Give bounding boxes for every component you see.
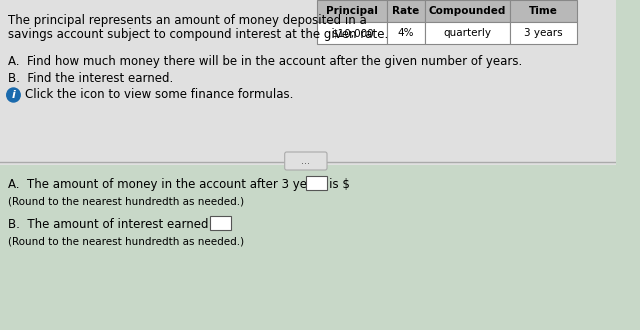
Text: A.  Find how much money there will be in the account after the given number of y: A. Find how much money there will be in … xyxy=(8,55,522,68)
FancyBboxPatch shape xyxy=(210,216,231,230)
FancyBboxPatch shape xyxy=(306,176,327,190)
FancyBboxPatch shape xyxy=(387,0,425,22)
FancyBboxPatch shape xyxy=(509,0,577,22)
FancyBboxPatch shape xyxy=(425,0,509,22)
Text: (Round to the nearest hundredth as needed.): (Round to the nearest hundredth as neede… xyxy=(8,197,244,207)
Text: Time: Time xyxy=(529,6,558,16)
Text: Principal: Principal xyxy=(326,6,378,16)
FancyBboxPatch shape xyxy=(285,152,327,170)
Text: The principal represents an amount of money deposited in a: The principal represents an amount of mo… xyxy=(8,14,367,27)
FancyBboxPatch shape xyxy=(0,0,616,165)
FancyBboxPatch shape xyxy=(509,22,577,44)
Text: Rate: Rate xyxy=(392,6,419,16)
Text: (Round to the nearest hundredth as needed.): (Round to the nearest hundredth as neede… xyxy=(8,236,244,246)
Text: savings account subject to compound interest at the given rate.: savings account subject to compound inte… xyxy=(8,28,388,41)
FancyBboxPatch shape xyxy=(387,22,425,44)
Text: B.  The amount of interest earned is $: B. The amount of interest earned is $ xyxy=(8,218,233,231)
Text: i: i xyxy=(12,90,15,100)
Text: ...: ... xyxy=(301,156,310,166)
Text: Click the icon to view some finance formulas.: Click the icon to view some finance form… xyxy=(25,88,293,102)
Text: B.  Find the interest earned.: B. Find the interest earned. xyxy=(8,72,173,85)
FancyBboxPatch shape xyxy=(0,165,616,330)
Text: 4%: 4% xyxy=(397,28,414,38)
FancyBboxPatch shape xyxy=(317,22,387,44)
Text: Compounded: Compounded xyxy=(429,6,506,16)
Text: quarterly: quarterly xyxy=(444,28,492,38)
FancyBboxPatch shape xyxy=(317,0,387,22)
Text: 3 years: 3 years xyxy=(524,28,563,38)
Text: $10,000: $10,000 xyxy=(331,28,373,38)
Text: A.  The amount of money in the account after 3 years is $: A. The amount of money in the account af… xyxy=(8,178,349,191)
Circle shape xyxy=(7,88,20,102)
FancyBboxPatch shape xyxy=(425,22,509,44)
